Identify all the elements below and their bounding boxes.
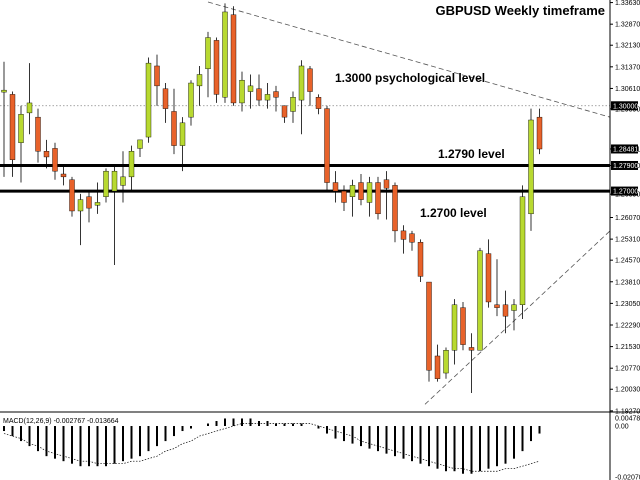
bearish-candle [281,105,288,118]
bullish-candle [94,202,101,206]
bullish-candle [511,304,517,311]
bullish-candle [103,170,109,197]
bearish-candle [502,304,509,317]
bullish-candle [443,350,449,374]
bearish-candle [485,253,492,303]
price-tag-background [611,101,638,111]
bullish-candle [77,199,84,212]
bearish-candle [468,347,475,351]
macd-label: MACD(12,26,9) -0.002767 -0.013664 [3,418,119,425]
bearish-candle [307,68,313,92]
bullish-candle [349,185,356,197]
bearish-candle [332,182,339,192]
bearish-candle [536,116,543,150]
price-tick-label: 1.33630 [615,0,640,7]
bullish-candle [196,74,203,87]
bullish-candle [222,11,228,98]
price-tick-label: 1.20030 [615,387,640,394]
bearish-candle [400,230,407,240]
bearish-candle [341,190,347,203]
bearish-candle [256,88,262,101]
bullish-candle [1,89,7,93]
macd-tick-label: 0.004784 [615,416,640,423]
bullish-candle [477,250,483,351]
price-tag-background [611,186,638,196]
annotation-1-2790: 1.2790 level [438,147,505,161]
price-tick-label: 1.26070 [615,215,640,222]
descending-trendline [207,1,611,118]
price-tick-label: 1.21530 [615,344,640,351]
price-tag-background [611,160,638,170]
price-tick-label: 1.23050 [615,301,640,308]
bearish-candle [460,307,466,345]
bullish-candle [18,114,24,143]
price-tick-label: 1.25310 [615,237,640,244]
bearish-candle [213,40,220,95]
price-tick-label: 1.31370 [615,64,640,71]
bearish-candle [43,151,50,158]
bearish-candle [409,233,415,243]
price-tick-label: 1.19270 [615,408,640,415]
price-tick-label: 1.32870 [615,22,640,29]
bearish-candle [86,196,92,209]
bearish-candle [434,355,441,379]
bearish-candle [60,173,67,178]
bullish-candle [239,79,245,104]
bullish-candle [120,176,126,186]
bearish-candle [69,179,75,212]
bullish-candle [137,139,143,149]
macd-tick-label: -0.020707 [615,475,640,480]
bullish-candle [290,97,296,112]
bullish-candle [366,182,373,203]
bearish-candle [383,179,390,189]
bearish-candle [171,111,177,146]
bearish-candle [494,304,500,308]
bearish-candle [154,65,160,87]
bearish-candle [273,91,279,98]
bullish-candle [451,304,458,351]
price-tag-label: 1.27900 [613,163,638,170]
bullish-candle [205,37,211,70]
price-tick-label: 1.30610 [615,86,640,93]
price-tag-background [611,144,638,154]
price-tick-label: 1.20770 [615,366,640,373]
price-tick-label: 1.22290 [615,322,640,329]
chart-title: GBPUSD Weekly timeframe [435,3,605,18]
price-tag-label: 1.28481 [613,146,638,153]
bearish-candle [324,108,330,183]
bullish-candle [145,62,152,138]
price-tick-label: 1.24570 [615,258,640,265]
bearish-candle [417,242,424,277]
ascending-trendline [424,230,611,405]
price-tick-label: 1.23810 [615,279,640,286]
bearish-candle [315,97,322,109]
bullish-candle [26,102,33,114]
annotation-1-3000: 1.3000 psychological level [335,71,485,85]
bullish-candle [519,196,526,306]
bullish-candle [528,119,534,215]
bearish-candle [9,94,16,160]
bearish-candle [162,88,169,109]
bearish-candle [426,281,432,371]
bullish-candle [188,82,194,118]
bearish-candle [35,116,41,152]
bullish-candle [111,170,118,192]
annotation-1-2700: 1.2700 level [420,206,487,220]
bearish-candle [358,182,364,200]
bearish-candle [392,185,398,232]
bullish-candle [128,151,135,178]
bullish-candle [264,94,271,101]
price-tick-label: 1.32130 [615,43,640,50]
bullish-candle [179,122,186,146]
price-tag-label: 1.27000 [613,189,638,196]
price-tag-label: 1.30000 [613,103,638,110]
macd-tick-label: 0.00 [615,424,629,431]
bearish-candle [230,14,237,104]
bearish-candle [52,148,58,172]
bearish-candle [375,182,381,215]
bullish-candle [298,65,305,101]
bullish-candle [247,85,254,92]
